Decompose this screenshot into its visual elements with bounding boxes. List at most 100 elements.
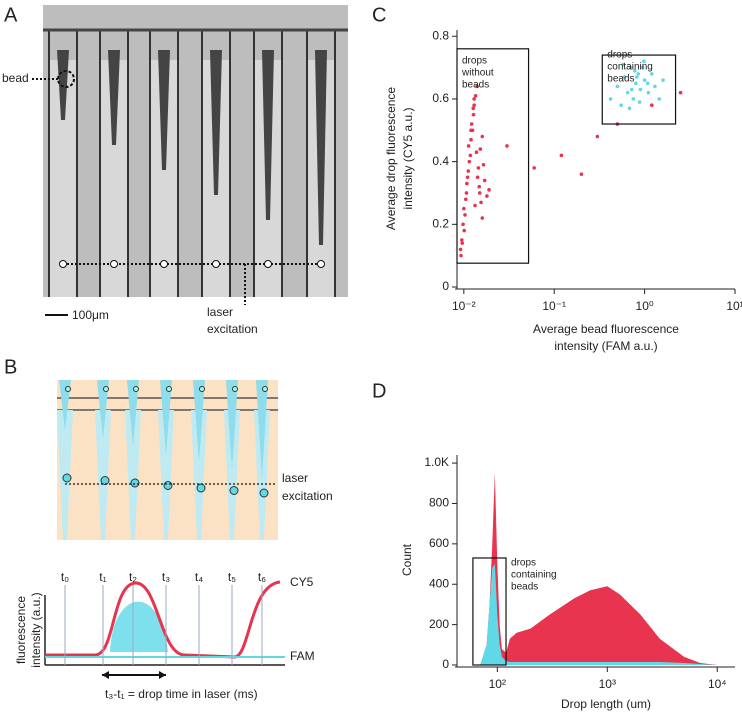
arrow-heads [102, 671, 166, 679]
x-axis-label: Drop length (um) [561, 697, 651, 711]
point [468, 153, 473, 158]
x-tick-label: 10¹ [726, 299, 742, 313]
box-label: without [461, 67, 494, 78]
point [472, 97, 476, 101]
bead-marker [57, 70, 75, 88]
box-label: containing [511, 570, 557, 581]
point [479, 200, 483, 205]
droplet-neck [210, 50, 222, 195]
time-label: t₃ [162, 570, 170, 584]
drop [259, 488, 269, 498]
y-axis-label: Count [400, 543, 414, 576]
y-tick-label: 0.2 [432, 216, 449, 230]
point [559, 153, 564, 158]
channel [224, 410, 240, 540]
jet [59, 380, 71, 430]
y-tick-label: 0.6 [432, 91, 449, 105]
point [462, 228, 467, 233]
point [485, 194, 489, 198]
detection-point [264, 260, 272, 268]
box-label: containing [607, 62, 653, 73]
bead [232, 386, 238, 392]
point [653, 84, 657, 89]
laser-label: excitation [207, 322, 258, 336]
box-label: drops [511, 558, 536, 569]
x-axis-label: intensity (FAM a.u.) [554, 339, 657, 353]
point [657, 97, 661, 101]
point [642, 59, 646, 64]
y-tick-label: 800 [429, 496, 449, 510]
bead-label: bead [2, 71, 29, 85]
point [595, 134, 600, 139]
y-tick-label: 0 [442, 279, 449, 293]
point [649, 103, 654, 108]
region-box [472, 557, 507, 666]
scale-bar-label: 100μm [72, 308, 109, 322]
point [459, 253, 463, 258]
point [466, 169, 471, 173]
point [619, 103, 623, 108]
point [627, 106, 632, 111]
point [463, 213, 467, 217]
channel [95, 410, 111, 540]
point [482, 178, 487, 183]
time-label: t₄ [195, 570, 203, 584]
point [640, 65, 645, 70]
time-label: t₆ [258, 570, 266, 584]
x-tick-label: 10³ [599, 677, 616, 691]
point [481, 162, 486, 167]
box-label: drops [462, 55, 487, 66]
droplet-neck [158, 50, 170, 170]
channel [191, 410, 207, 540]
x-tick-label: 10⁻² [452, 299, 476, 313]
point [467, 159, 472, 164]
region-box [601, 54, 677, 125]
point [631, 97, 636, 101]
point [477, 184, 482, 189]
y-tick-label: 0 [442, 657, 449, 671]
drop [229, 486, 239, 495]
point [461, 222, 465, 227]
y-axis-label: intensity (a.u.) [29, 592, 43, 667]
y-axis-label: Average drop fluorescence [384, 87, 398, 231]
point [615, 84, 620, 89]
detection-point [160, 260, 168, 268]
point [633, 68, 637, 73]
y-tick-label: 0.4 [432, 154, 449, 168]
jet [160, 380, 172, 454]
point [505, 144, 509, 148]
point [480, 134, 485, 139]
jet [127, 380, 139, 446]
point [476, 166, 481, 170]
point [625, 90, 630, 95]
x-tick-label: 10⁴ [708, 677, 727, 691]
box-label: beads [511, 582, 538, 593]
laser-label: laser [207, 305, 233, 319]
point [473, 203, 477, 208]
detection-point [212, 260, 220, 268]
y-tick-label: 400 [429, 576, 449, 590]
region-box [456, 48, 530, 264]
point [463, 197, 468, 202]
channel [158, 410, 174, 540]
point [634, 81, 638, 86]
panel-letter: D [372, 380, 386, 402]
micrograph-bg [43, 5, 348, 297]
point [579, 172, 584, 176]
point [661, 78, 665, 82]
point [532, 166, 536, 170]
micrograph [43, 5, 348, 297]
bead [65, 386, 71, 392]
bead [103, 386, 109, 392]
point [622, 75, 627, 79]
y-tick-label: 600 [429, 536, 449, 550]
x-tick-label: 10² [489, 677, 506, 691]
point [465, 181, 469, 186]
channel [125, 410, 141, 540]
point [637, 100, 642, 104]
fam-label: FAM [290, 649, 315, 663]
point [465, 175, 470, 180]
y-axis-label: fluorescence [14, 596, 28, 664]
box-label: drops [607, 50, 632, 61]
y-tick-label: 0.8 [432, 28, 449, 42]
